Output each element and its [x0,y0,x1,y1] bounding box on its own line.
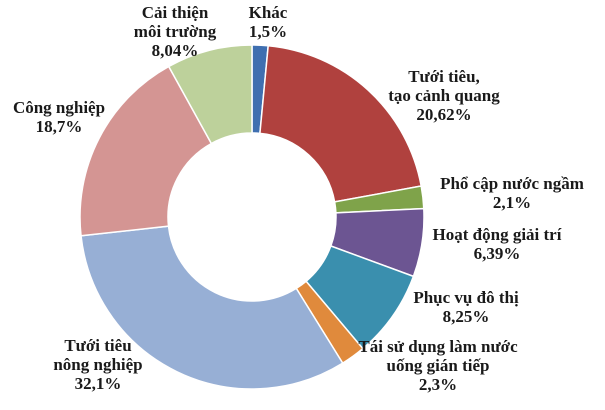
donut-slice-1 [259,44,423,203]
slice-label-8: Cải thiện môi trường 8,04% [134,3,217,60]
slice-value-label: 1,5% [249,22,287,41]
slice-value-label: 8,04% [152,41,199,60]
slice-value-label: 2,3% [419,375,457,394]
slice-value-label: 18,7% [36,117,83,136]
slice-name-label: Cải thiện [142,3,209,22]
slice-name-label: tạo cảnh quang [388,86,500,105]
slice-value-label: 2,1% [493,193,531,212]
slice-value-label: 20,62% [416,105,471,124]
donut-slice-6 [80,225,344,390]
slice-label-7: Công nghiệp 18,7% [13,98,105,136]
slice-name-label: nông nghiệp [53,355,142,374]
slice-name-label: uống gián tiếp [387,356,490,375]
slice-name-label: Tưới tiêu, [408,67,480,86]
donut-slice-8 [167,44,253,145]
slice-label-2: Phổ cập nước ngầm 2,1% [440,174,584,212]
slice-name-label: Tưới tiêu [64,336,131,355]
slice-name-label: Phổ cập nước ngầm [440,174,584,193]
slice-name-label: Phục vụ đô thị [413,288,519,307]
slice-label-4: Phục vụ đô thị 8,25% [413,288,519,326]
slice-name-label: Khác [249,3,288,22]
slice-label-5: Tái sử dụng làm nước uống gián tiếp 2,3% [358,337,518,394]
slice-name-label: môi trường [134,22,217,41]
donut-slice-7 [79,65,213,237]
slice-label-6: Tưới tiêu nông nghiệp 32,1% [53,336,142,393]
slice-label-0: Khác 1,5% [249,3,288,41]
slice-label-1: Tưới tiêu, tạo cảnh quang 20,62% [388,67,500,124]
slice-name-label: Hoạt động giải trí [433,225,562,244]
slice-name-label: Tái sử dụng làm nước [358,337,518,356]
donut-slices [79,44,425,390]
slice-name-label: Công nghiệp [13,98,105,117]
slice-value-label: 6,39% [474,244,521,263]
donut-labels: Khác 1,5% Tưới tiêu, tạo cảnh quang 20,62% Ph… [13,3,584,394]
slice-value-label: 8,25% [443,307,490,326]
slice-label-3: Hoạt động giải trí 6,39% [433,225,562,263]
slice-value-label: 32,1% [75,374,122,393]
